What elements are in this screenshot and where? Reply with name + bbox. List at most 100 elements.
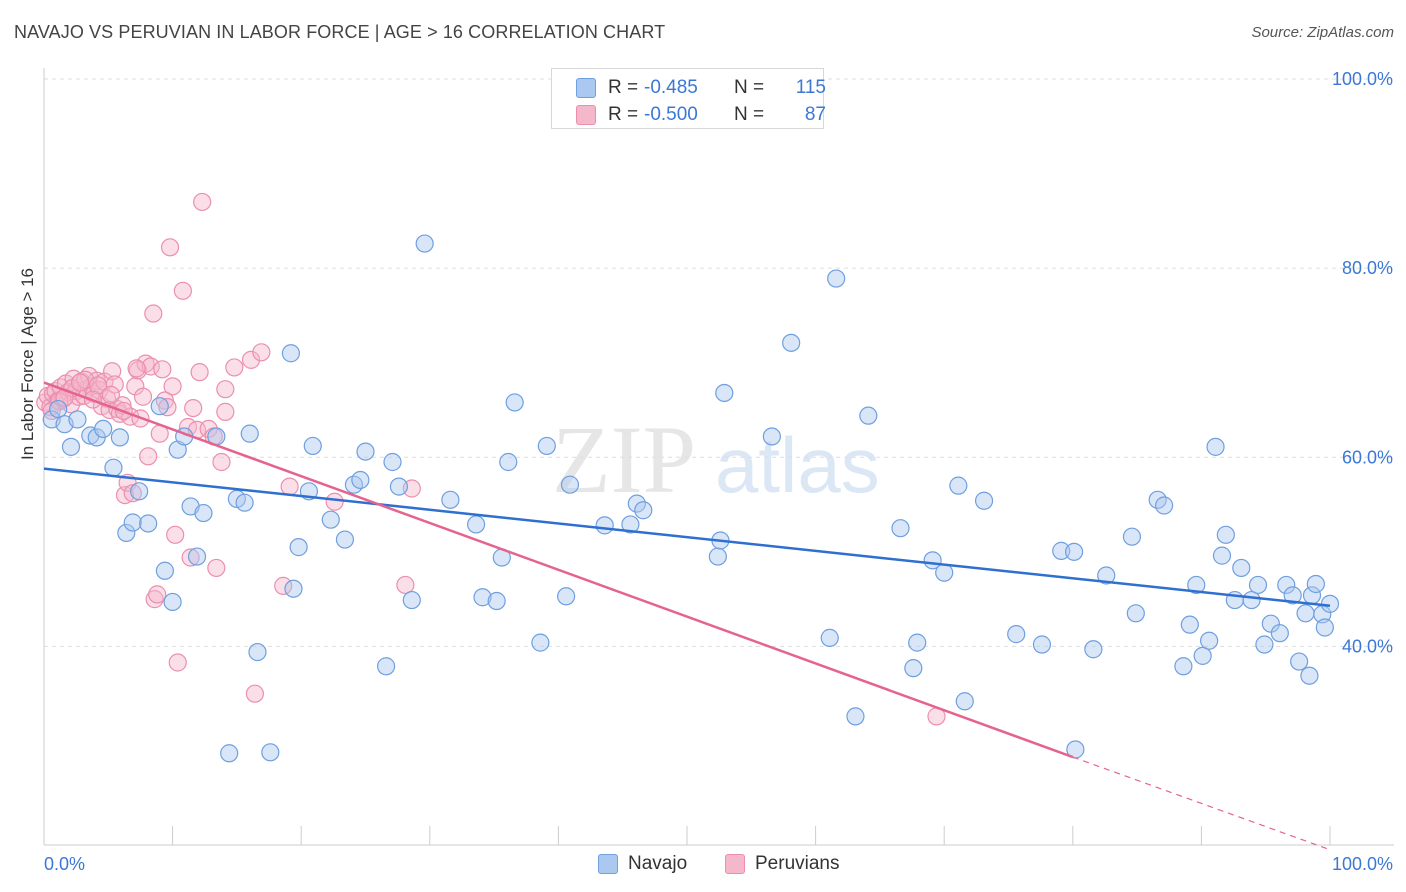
- x-tick-label: 0.0%: [44, 854, 85, 874]
- navajo-point: [1296, 604, 1315, 623]
- peruvians-point: [141, 357, 160, 376]
- peruvians-trend-line: [43, 381, 1074, 759]
- navajo-point: [557, 587, 576, 606]
- y-axis-label: In Labor Force | Age > 16: [18, 267, 37, 460]
- peruvians-point: [144, 304, 163, 323]
- navajo-point: [1242, 590, 1261, 610]
- navajo-point: [820, 628, 839, 647]
- navajo-point: [1306, 574, 1325, 594]
- peruvians-point: [166, 525, 185, 544]
- navajo-point: [859, 406, 878, 425]
- peruvians-n-value: 87: [804, 104, 826, 125]
- peruvians-point: [70, 373, 90, 392]
- navajo-point: [827, 269, 846, 288]
- peruvians-point: [139, 447, 158, 466]
- navajo-point: [110, 428, 129, 447]
- chart-title: NAVAJO VS PERUVIAN IN LABOR FORCE | AGE …: [14, 22, 666, 42]
- peruvians-point: [216, 402, 235, 421]
- peruvians-point: [216, 380, 235, 399]
- navajo-point: [163, 592, 182, 612]
- navajo-point: [289, 538, 308, 557]
- navajo-point: [466, 515, 486, 534]
- peruvians-point: [173, 281, 192, 300]
- peruvians-point: [148, 585, 167, 604]
- peruvians-point: [280, 477, 299, 496]
- navajo-point: [1174, 657, 1193, 676]
- navajo-point: [1064, 542, 1084, 561]
- navajo-point: [351, 470, 370, 490]
- navajo-point: [1052, 541, 1071, 560]
- peruvians-swatch: [576, 105, 596, 125]
- trend-lines: [43, 381, 1331, 851]
- peruvians-point: [103, 362, 122, 381]
- y-tick-label: 100.0%: [1332, 69, 1393, 89]
- navajo-point: [415, 234, 434, 253]
- navajo-point: [248, 642, 267, 662]
- navajo-point: [505, 393, 524, 412]
- navajo-point: [284, 579, 303, 598]
- x-tick-label: 100.0%: [1332, 854, 1393, 874]
- navajo-point: [389, 477, 409, 496]
- navajo-point: [1216, 525, 1235, 544]
- navajo-point: [782, 333, 801, 352]
- navajo-point: [1277, 575, 1296, 595]
- peruvians-point: [133, 387, 153, 406]
- navajo-point: [356, 442, 375, 461]
- navajo-point: [1187, 575, 1206, 595]
- navajo-point: [1315, 618, 1334, 637]
- navajo-point: [715, 383, 734, 403]
- navajo-point: [1007, 625, 1026, 644]
- peruvians-point: [158, 398, 177, 417]
- navajo-point: [49, 399, 68, 419]
- peruvians-point: [145, 590, 164, 609]
- navajo-point: [891, 519, 910, 538]
- navajo-point: [595, 516, 614, 535]
- navajo-point: [1283, 586, 1302, 605]
- navajo-point: [303, 436, 322, 456]
- correlation-legend: R = -0.485 N = 115 R = -0.500 N = 87: [551, 68, 826, 129]
- bottom-navajo-label: Navajo: [628, 853, 688, 874]
- navajo-point: [187, 547, 207, 566]
- peruvians-point: [168, 653, 187, 672]
- x-tick-labels: 0.0% 100.0%: [44, 854, 1393, 874]
- peruvians-point: [153, 360, 172, 379]
- navajo-point: [68, 410, 87, 429]
- navajo-point: [1032, 635, 1052, 654]
- peruvians-point: [252, 343, 271, 362]
- navajo-point: [139, 514, 158, 533]
- navajo-point: [155, 561, 174, 580]
- navajo-point: [1126, 604, 1145, 623]
- navajo-point: [235, 493, 254, 512]
- navajo-point: [1193, 646, 1212, 665]
- navajo-point: [61, 437, 81, 456]
- navajo-point: [123, 513, 142, 532]
- navajo-point: [104, 458, 123, 477]
- navajo-point: [1180, 615, 1199, 634]
- peruvians-point: [274, 576, 293, 595]
- peruvians-point: [241, 350, 261, 369]
- navajo-n-value: 115: [795, 77, 826, 98]
- bottom-navajo-swatch: [598, 854, 618, 874]
- peruvians-point: [325, 492, 344, 511]
- peruvians-point: [88, 376, 108, 395]
- navajo-point: [130, 482, 149, 501]
- navajo-point: [473, 588, 492, 607]
- navajo-point: [261, 743, 280, 762]
- navajo-point: [621, 515, 640, 534]
- navajo-trend-line: [43, 467, 1331, 607]
- navajo-point: [117, 523, 136, 543]
- peruvians-point: [245, 684, 265, 703]
- peruvians-point: [225, 358, 244, 377]
- navajo-point: [383, 452, 402, 472]
- navajo-point: [194, 503, 213, 523]
- navajo-point: [402, 590, 421, 610]
- bottom-peruvians-swatch: [725, 854, 745, 874]
- y-tick-label: 40.0%: [1342, 636, 1393, 656]
- navajo-point: [531, 633, 550, 652]
- navajo-point: [762, 427, 781, 446]
- navajo-point: [1122, 527, 1142, 546]
- watermark-atlas: atlas: [715, 421, 880, 509]
- navajo-point: [537, 436, 556, 456]
- peruvians-point: [101, 385, 120, 404]
